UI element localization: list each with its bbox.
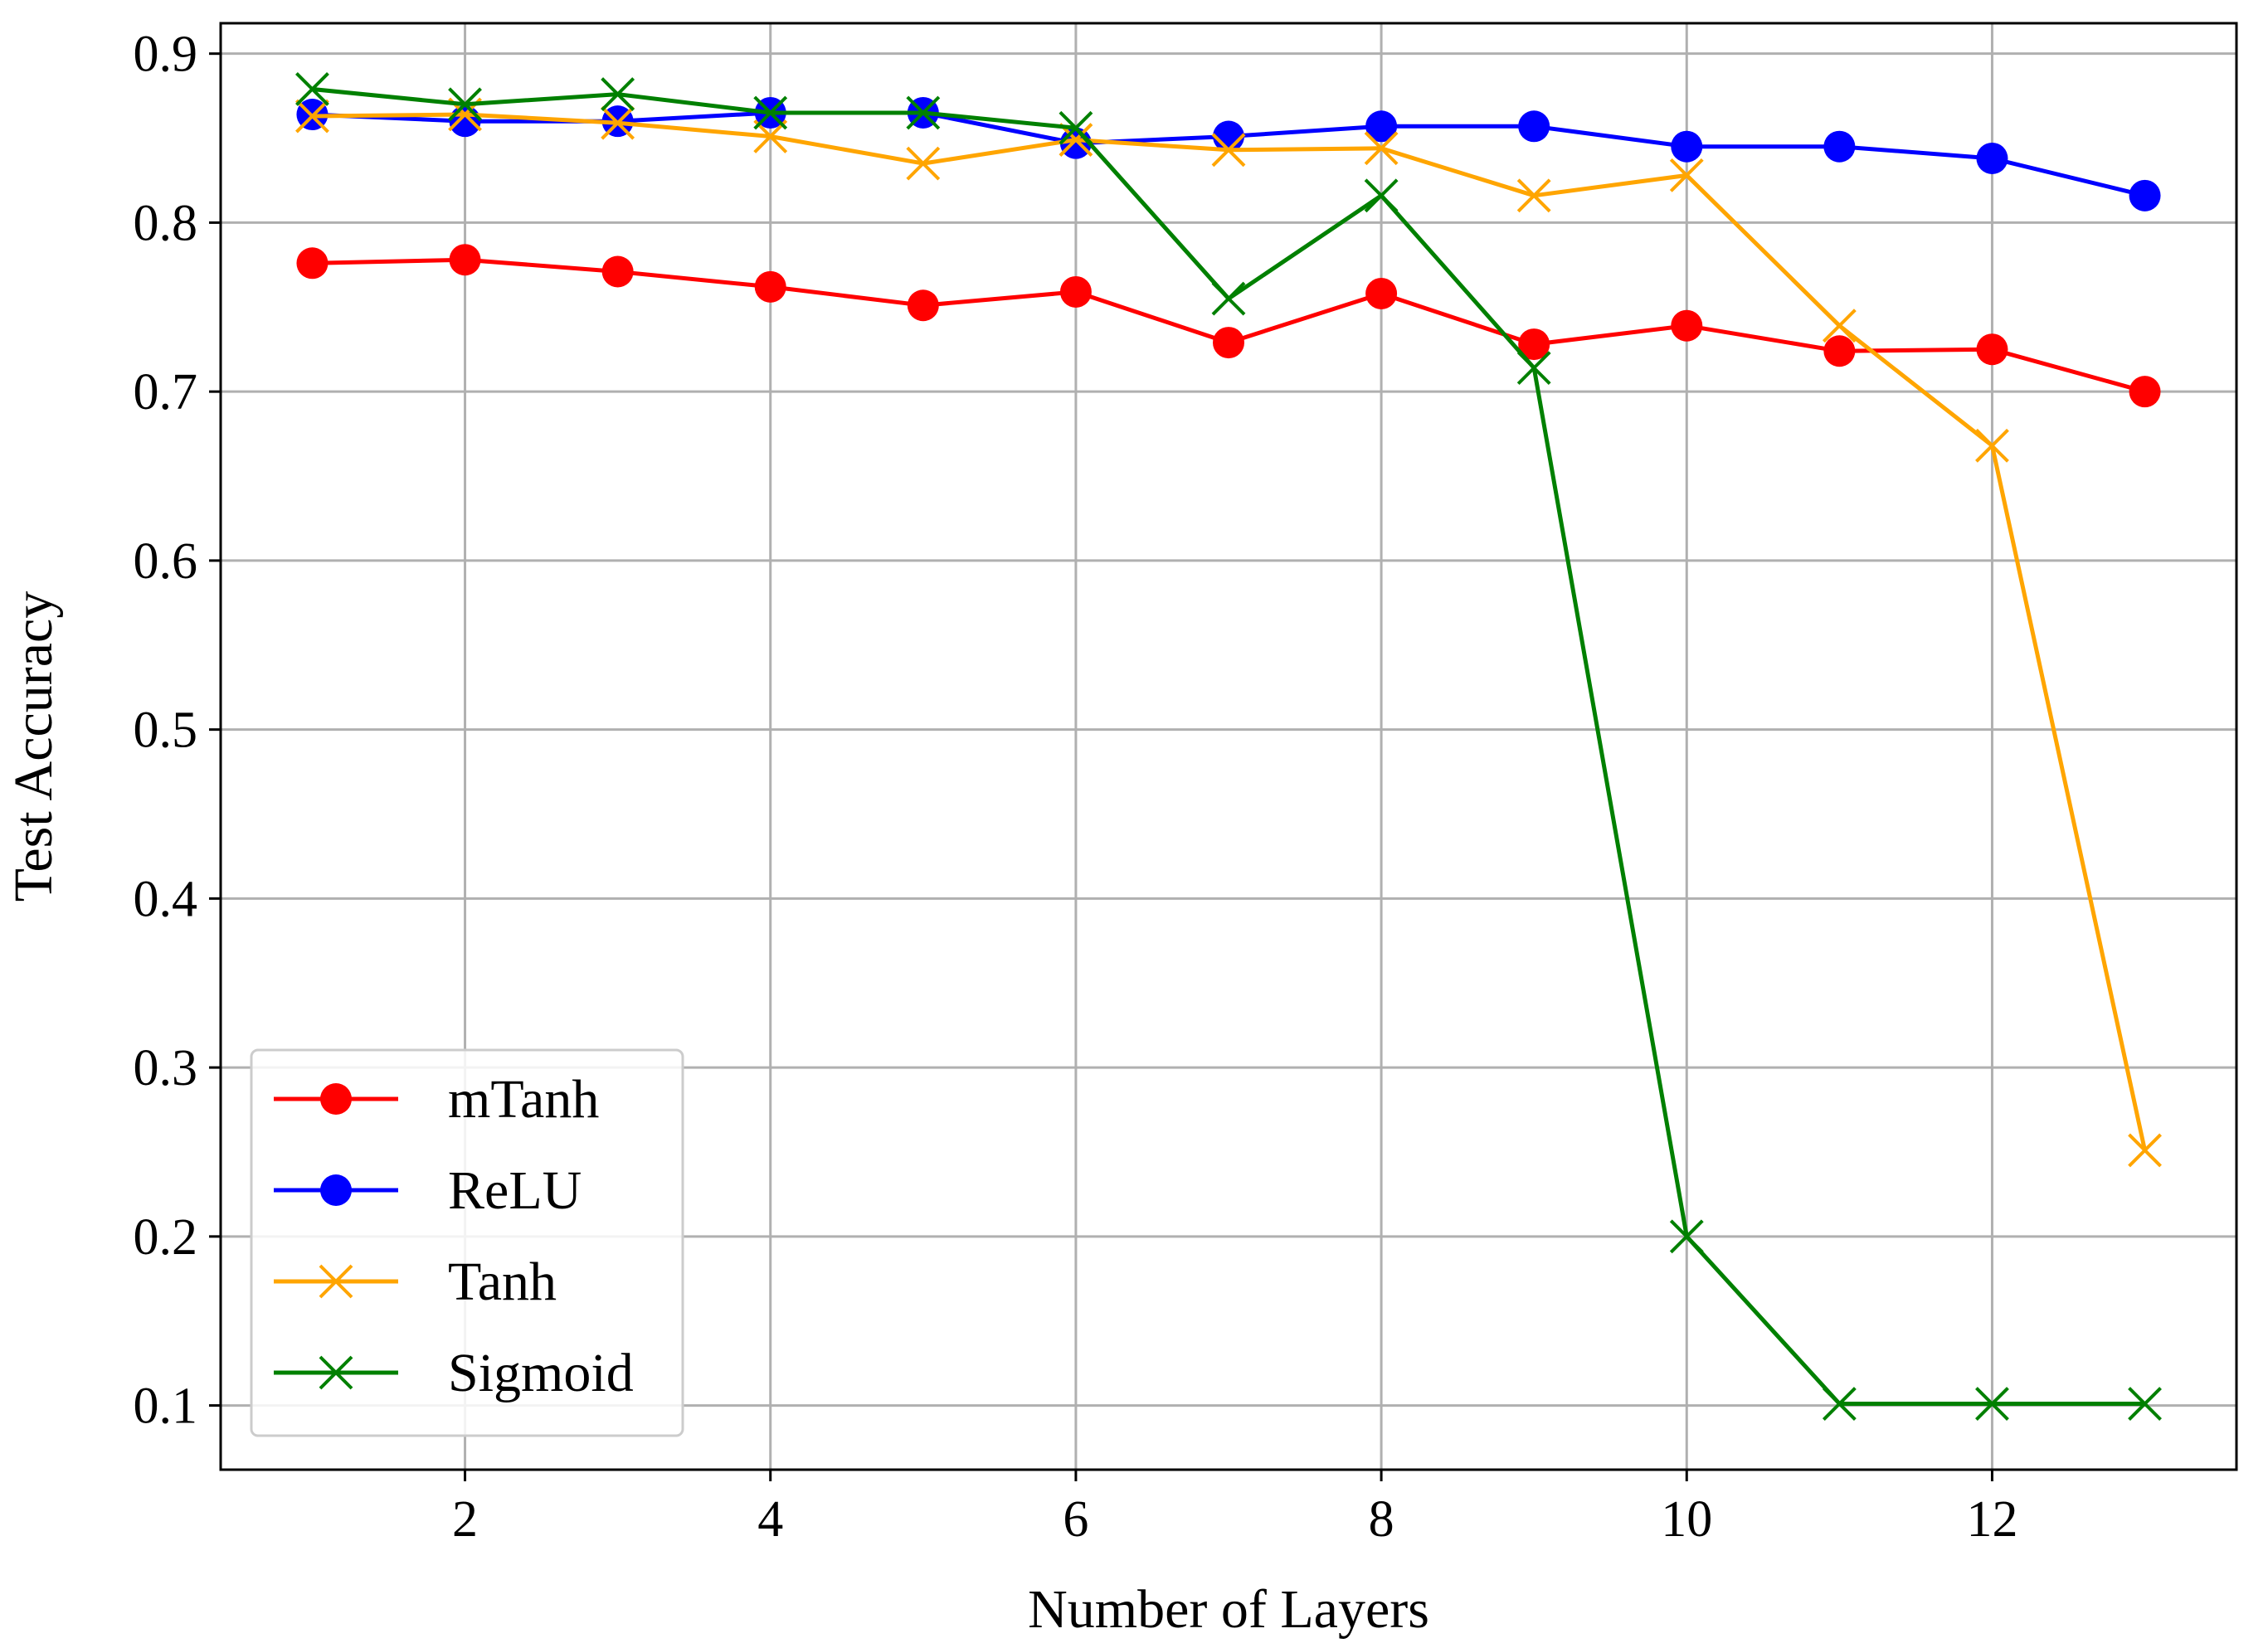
- data-point-sigmoid: [1059, 110, 1093, 145]
- x-tick-label: 8: [1369, 1491, 1394, 1548]
- data-point-sigmoid: [1975, 1387, 2009, 1421]
- legend-entry-sigmoid: Sigmoid: [274, 1343, 634, 1403]
- legend-marker-sigmoid: [319, 1355, 353, 1390]
- data-point-sigmoid: [1364, 178, 1399, 213]
- data-point-mtanh: [1365, 277, 1398, 309]
- plot-frame: [219, 22, 2238, 1471]
- legend-box: [250, 1048, 684, 1437]
- data-point-mtanh: [1671, 309, 1703, 342]
- y-tick-label: 0.9: [134, 27, 198, 83]
- series-tanh: [295, 97, 2162, 1168]
- legend-entry-relu: ReLU: [274, 1160, 582, 1221]
- y-tick-label: 0.6: [134, 533, 198, 590]
- y-axis-label: Test Accuracy: [3, 591, 64, 902]
- data-point-relu: [449, 105, 481, 138]
- data-point-sigmoid: [1669, 1219, 1704, 1254]
- legend-entry-mtanh: mTanh: [274, 1069, 599, 1130]
- data-point-relu: [2129, 179, 2161, 211]
- data-point-tanh: [1211, 133, 1246, 168]
- data-point-tanh: [1669, 158, 1704, 192]
- legend-label-relu: ReLU: [448, 1160, 582, 1221]
- x-tick-label: 2: [452, 1491, 478, 1548]
- grid: [221, 23, 2236, 1470]
- x-tick-label: 4: [757, 1491, 783, 1548]
- data-point-sigmoid: [1822, 1387, 1857, 1421]
- data-point-mtanh: [601, 255, 634, 288]
- legend-marker-tanh: [319, 1264, 353, 1299]
- data-point-sigmoid: [906, 95, 941, 130]
- data-point-mtanh: [1518, 328, 1550, 361]
- series-mtanh: [296, 244, 2161, 408]
- data-point-tanh: [1059, 123, 1093, 157]
- data-point-relu: [1518, 110, 1550, 143]
- series-relu: [296, 96, 2161, 211]
- data-point-tanh: [2128, 1133, 2162, 1168]
- data-point-tanh: [753, 119, 788, 153]
- data-point-mtanh: [1823, 335, 1856, 367]
- data-point-tanh: [906, 146, 941, 181]
- data-point-sigmoid: [753, 95, 788, 130]
- tick-labels: 2 4 6 8 10 12 0.1 0.2 0.3 0.4 0.5 0.6 0.7 0.8 0.9: [134, 27, 2018, 1548]
- y-tick-label: 0.4: [134, 871, 198, 927]
- data-point-relu: [1671, 130, 1703, 163]
- series-sigmoid: [295, 72, 2162, 1421]
- data-point-tanh: [1975, 428, 2009, 463]
- legend-entry-tanh: Tanh: [274, 1252, 557, 1312]
- legend-marker-relu: [320, 1174, 352, 1206]
- series-group: [295, 72, 2162, 1421]
- data-point-mtanh: [2129, 376, 2161, 408]
- x-axis-label: Number of Layers: [1028, 1579, 1429, 1640]
- data-point-mtanh: [1059, 275, 1092, 308]
- legend-label-mtanh: mTanh: [448, 1069, 599, 1130]
- data-point-mtanh: [754, 270, 786, 303]
- x-tick-label: 10: [1661, 1491, 1712, 1548]
- data-point-relu: [1823, 130, 1856, 163]
- data-point-sigmoid: [1516, 351, 1551, 386]
- data-point-tanh: [1822, 309, 1857, 343]
- legend-label-tanh: Tanh: [448, 1252, 557, 1312]
- data-point-relu: [1365, 110, 1398, 143]
- data-point-relu: [1976, 142, 2008, 174]
- legend-marker-mtanh: [320, 1083, 352, 1115]
- legend-label-sigmoid: Sigmoid: [448, 1343, 634, 1403]
- y-tick-label: 0.1: [134, 1378, 198, 1435]
- y-tick-label: 0.8: [134, 195, 198, 251]
- ticks: [209, 52, 1993, 1481]
- series-line-mtanh: [312, 257, 2146, 394]
- data-point-sigmoid: [295, 72, 329, 106]
- y-tick-label: 0.7: [134, 364, 198, 421]
- y-tick-label: 0.5: [134, 702, 198, 759]
- data-point-tanh: [295, 99, 329, 134]
- data-point-mtanh: [907, 289, 939, 322]
- data-point-mtanh: [296, 247, 329, 280]
- data-point-sigmoid: [1211, 281, 1246, 316]
- data-point-sigmoid: [448, 87, 482, 122]
- data-point-tanh: [601, 105, 635, 140]
- data-point-mtanh: [449, 244, 481, 276]
- x-tick-label: 12: [1966, 1491, 2017, 1548]
- data-point-sigmoid: [601, 77, 635, 111]
- data-point-tanh: [1364, 131, 1399, 166]
- y-tick-label: 0.2: [134, 1209, 198, 1266]
- data-point-sigmoid: [2128, 1387, 2162, 1421]
- x-tick-label: 6: [1063, 1491, 1088, 1548]
- data-point-mtanh: [1976, 333, 2008, 366]
- data-point-tanh: [1516, 178, 1551, 213]
- data-point-mtanh: [1213, 327, 1244, 359]
- y-tick-label: 0.3: [134, 1040, 198, 1096]
- legend: mTanh ReLU Tanh Sigmoid: [250, 1048, 684, 1437]
